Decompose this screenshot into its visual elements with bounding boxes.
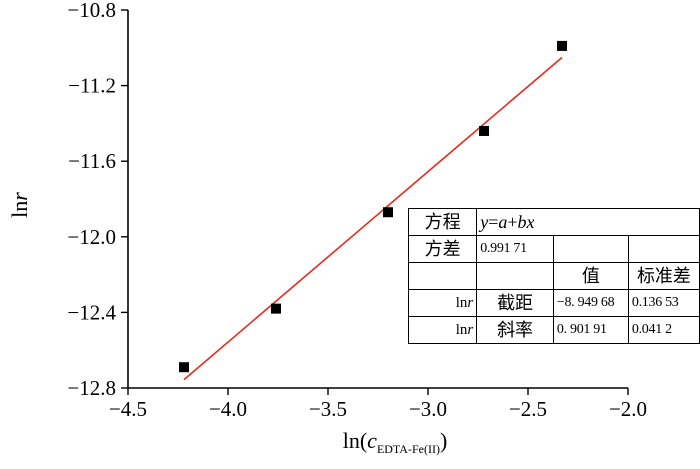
slope-row-variable: lnr <box>407 316 478 344</box>
y-axis-title: lnr <box>7 192 32 218</box>
slope-label: 斜率 <box>476 316 554 344</box>
y-axis-ticks: −12.8 −12.4 −12.0 −11.6 −11.2 −10.8 <box>67 0 128 400</box>
y-tick-label: −12.0 <box>67 225 116 249</box>
header-empty-2 <box>476 262 554 290</box>
y-tick-label: −11.6 <box>68 149 116 173</box>
data-point <box>557 40 567 51</box>
x-tick-label: −3.0 <box>409 397 447 421</box>
x-axis-title: ln(cEDTA-Fe(II)) <box>343 428 448 456</box>
stderr-column-header: 标准差 <box>627 262 700 290</box>
slope-stderr: 0.041 2 <box>627 316 700 344</box>
fit-line <box>183 56 563 381</box>
slope-value: 0. 901 91 <box>552 316 629 344</box>
variance-empty-1 <box>552 235 629 263</box>
x-tick-label: −3.5 <box>309 397 347 421</box>
y-tick-label: −11.2 <box>68 74 116 98</box>
variance-label: 方差 <box>407 235 478 263</box>
y-tick-label: −12.8 <box>67 376 116 400</box>
equation-label: 方程 <box>407 208 478 236</box>
fit-statistics-table: 方程 y=a+bx 方差 0.991 71 值 标准差 lnr 截距 −8. 9… <box>407 208 700 344</box>
y-tick-label: −12.4 <box>67 300 116 324</box>
x-tick-label: −4.5 <box>109 397 147 421</box>
intercept-row: lnr 截距 −8. 949 68 0.136 53 <box>407 289 700 317</box>
x-tick-label: −4.0 <box>209 397 247 421</box>
y-tick-label: −10.8 <box>67 0 116 22</box>
variance-value: 0.991 71 <box>476 235 554 263</box>
value-column-header: 值 <box>552 262 629 290</box>
slope-row: lnr 斜率 0. 901 91 0.041 2 <box>407 316 700 344</box>
intercept-value: −8. 949 68 <box>552 289 629 317</box>
x-axis-ticks: −4.5 −4.0 −3.5 −3.0 −2.5 −2.0 <box>109 388 647 421</box>
data-point <box>271 303 281 314</box>
fit-line-group <box>183 56 563 381</box>
intercept-stderr: 0.136 53 <box>627 289 700 317</box>
data-point <box>383 207 393 218</box>
equation-row: 方程 y=a+bx <box>407 208 700 236</box>
data-points <box>179 40 567 373</box>
data-point <box>179 362 189 373</box>
data-point <box>479 125 489 136</box>
x-tick-label: −2.5 <box>509 397 547 421</box>
header-row: 值 标准差 <box>407 262 700 290</box>
intercept-label: 截距 <box>476 289 554 317</box>
variance-row: 方差 0.991 71 <box>407 235 700 263</box>
variance-empty-2 <box>627 235 700 263</box>
equation-formula: y=a+bx <box>476 208 700 236</box>
plot-frame <box>127 10 628 389</box>
intercept-row-variable: lnr <box>407 289 478 317</box>
x-tick-label: −2.0 <box>609 397 647 421</box>
header-empty-1 <box>407 262 478 290</box>
